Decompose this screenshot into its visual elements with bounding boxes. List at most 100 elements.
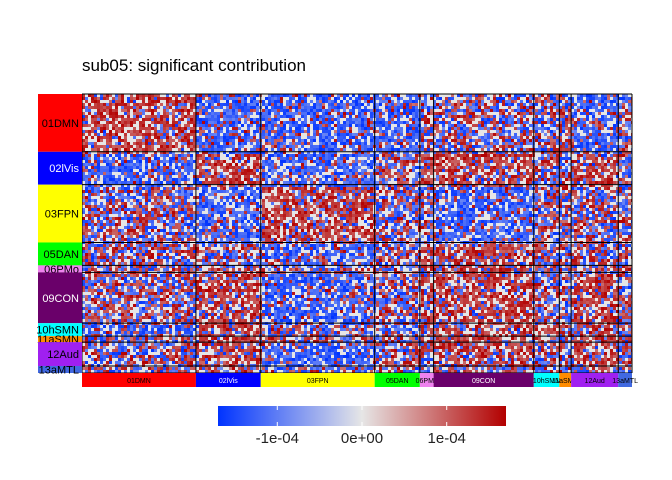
heatmap-cell — [154, 103, 157, 106]
heatmap-cell — [586, 100, 589, 103]
heatmap-cell — [568, 175, 571, 178]
heatmap-cell — [280, 100, 283, 103]
heatmap-cell — [136, 112, 139, 115]
heatmap-cell — [313, 148, 316, 151]
heatmap-cell — [385, 97, 388, 100]
heatmap-cell — [232, 190, 235, 193]
heatmap-cell — [175, 154, 178, 157]
heatmap-cell — [256, 109, 259, 112]
heatmap-cell — [295, 178, 298, 181]
heatmap-cell — [520, 196, 523, 199]
heatmap-cell — [343, 166, 346, 169]
heatmap-cell — [553, 139, 556, 142]
heatmap-cell — [187, 169, 190, 172]
heatmap-cell — [577, 136, 580, 139]
heatmap-cell — [343, 130, 346, 133]
heatmap-cell — [628, 124, 631, 127]
heatmap-cell — [166, 127, 169, 130]
heatmap-cell — [286, 190, 289, 193]
heatmap-cell — [205, 109, 208, 112]
heatmap-cell — [163, 121, 166, 124]
heatmap-cell — [337, 97, 340, 100]
heatmap-cell — [208, 139, 211, 142]
heatmap-cell — [370, 121, 373, 124]
heatmap-cell — [346, 133, 349, 136]
heatmap-cell — [199, 97, 202, 100]
heatmap-cell — [496, 166, 499, 169]
heatmap-cell — [139, 163, 142, 166]
heatmap-cell — [382, 166, 385, 169]
heatmap-cell — [271, 100, 274, 103]
heatmap-cell — [295, 184, 298, 187]
heatmap-cell — [445, 106, 448, 109]
heatmap-cell — [520, 112, 523, 115]
heatmap-cell — [262, 118, 265, 121]
heatmap-cell — [493, 106, 496, 109]
heatmap-cell — [505, 160, 508, 163]
heatmap-cell — [82, 130, 85, 133]
heatmap-cell — [376, 112, 379, 115]
heatmap-cell — [604, 148, 607, 151]
heatmap-cell — [136, 118, 139, 121]
heatmap-cell — [169, 190, 172, 193]
heatmap-cell — [166, 121, 169, 124]
heatmap-cell — [238, 142, 241, 145]
heatmap-cell — [142, 133, 145, 136]
heatmap-cell — [307, 166, 310, 169]
heatmap-cell — [553, 124, 556, 127]
heatmap-cell — [331, 136, 334, 139]
heatmap-cell — [520, 118, 523, 121]
heatmap-cell — [412, 133, 415, 136]
heatmap-cell — [214, 163, 217, 166]
heatmap-cell — [448, 160, 451, 163]
heatmap-cell — [391, 139, 394, 142]
heatmap-cell — [349, 154, 352, 157]
heatmap-cell — [574, 133, 577, 136]
heatmap-cell — [562, 151, 565, 154]
heatmap-cell — [256, 157, 259, 160]
heatmap-cell — [367, 148, 370, 151]
heatmap-cell — [250, 121, 253, 124]
heatmap-cell — [571, 106, 574, 109]
heatmap-cell — [364, 100, 367, 103]
heatmap-cell — [529, 124, 532, 127]
heatmap-cell — [181, 136, 184, 139]
heatmap-cell — [232, 166, 235, 169]
heatmap-cell — [553, 115, 556, 118]
heatmap-cell — [394, 112, 397, 115]
heatmap-cell — [250, 139, 253, 142]
heatmap-cell — [607, 106, 610, 109]
heatmap-cell — [280, 109, 283, 112]
heatmap-cell — [454, 109, 457, 112]
heatmap-cell — [187, 145, 190, 148]
heatmap-cell — [196, 187, 199, 190]
heatmap-cell — [514, 145, 517, 148]
heatmap-cell — [595, 169, 598, 172]
heatmap-cell — [133, 172, 136, 175]
heatmap-cell — [433, 169, 436, 172]
heatmap-cell — [475, 130, 478, 133]
heatmap-cell — [505, 136, 508, 139]
heatmap-cell — [484, 136, 487, 139]
heatmap-cell — [238, 145, 241, 148]
heatmap-cell — [409, 127, 412, 130]
heatmap-cell — [463, 193, 466, 196]
heatmap-cell — [133, 190, 136, 193]
heatmap-cell — [586, 142, 589, 145]
heatmap-cell — [139, 142, 142, 145]
heatmap-cell — [466, 166, 469, 169]
heatmap-cell — [109, 193, 112, 196]
heatmap-cell — [202, 151, 205, 154]
heatmap-cell — [100, 184, 103, 187]
heatmap-cell — [400, 160, 403, 163]
heatmap-cell — [355, 181, 358, 184]
heatmap-cell — [142, 124, 145, 127]
heatmap-cell — [127, 106, 130, 109]
heatmap-cell — [169, 148, 172, 151]
heatmap-cell — [400, 121, 403, 124]
heatmap-cell — [499, 151, 502, 154]
heatmap-cell — [220, 181, 223, 184]
heatmap-cell — [613, 139, 616, 142]
heatmap-cell — [172, 130, 175, 133]
heatmap-cell — [127, 184, 130, 187]
